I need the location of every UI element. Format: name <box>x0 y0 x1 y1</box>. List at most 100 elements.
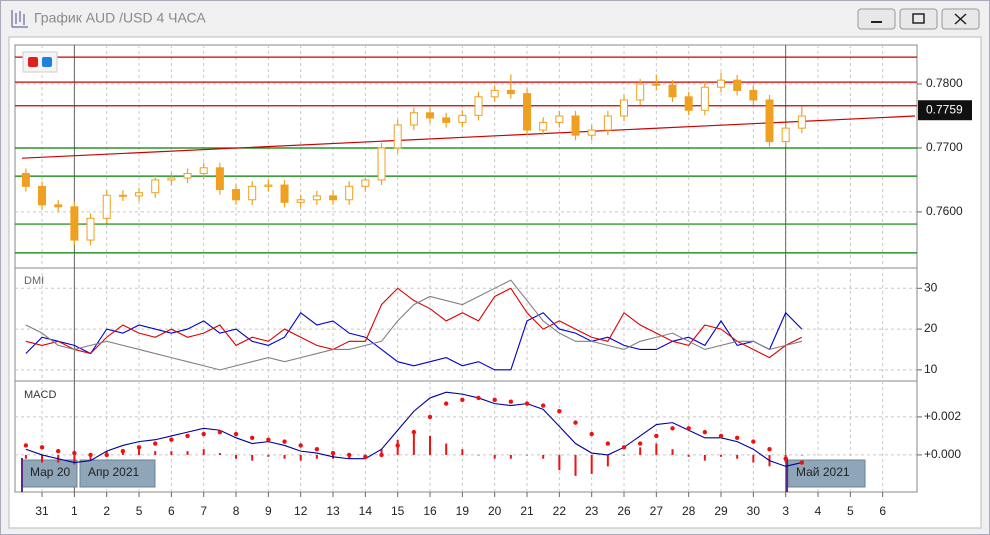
signal-dot <box>718 433 724 439</box>
signal-dot <box>702 429 708 435</box>
histogram-bar <box>655 443 658 455</box>
candle-body <box>571 115 580 136</box>
signal-dot <box>670 426 675 431</box>
histogram-bar <box>202 449 205 455</box>
candle-body <box>54 204 63 208</box>
signal-dot <box>508 399 514 404</box>
x-tick-label: 28 <box>682 504 696 518</box>
signal-dot <box>282 439 287 444</box>
signal-dot <box>411 429 417 435</box>
month-label: Мар 20 <box>30 465 70 479</box>
x-tick-label: 13 <box>326 504 340 518</box>
x-tick-label: 5 <box>847 504 854 518</box>
candle-body <box>70 206 79 241</box>
month-label-box <box>787 459 866 488</box>
signal-dot <box>476 395 481 401</box>
blue-swatch <box>42 57 52 67</box>
histogram-bar <box>687 454 690 457</box>
y-tick-label: +0.000 <box>924 447 961 461</box>
candle-body <box>603 115 612 131</box>
candle-body <box>151 179 160 194</box>
candle-body <box>345 185 354 201</box>
signal-dot <box>605 441 611 446</box>
panel-title: DMI <box>24 275 44 287</box>
candle-body <box>523 93 532 131</box>
y-tick-label: 0.7600 <box>926 204 963 218</box>
candle-body <box>700 86 709 111</box>
x-tick-label: 20 <box>488 504 502 518</box>
candle-body <box>199 167 208 175</box>
minimize-button[interactable] <box>857 8 896 30</box>
signal-dot <box>460 397 465 403</box>
signal-dot <box>136 445 142 450</box>
x-tick-label: 12 <box>294 504 308 518</box>
candle-body <box>361 179 370 187</box>
signal-dot <box>298 443 303 448</box>
histogram-bar <box>752 454 755 463</box>
candle-body <box>86 217 95 241</box>
signal-dot <box>637 441 643 446</box>
candle-body <box>215 167 224 191</box>
x-tick-label: 29 <box>714 504 728 518</box>
histogram-bar <box>73 454 76 465</box>
signal-dot <box>524 401 530 406</box>
close-icon <box>954 13 967 25</box>
signal-dot <box>621 445 627 450</box>
maximize-button[interactable] <box>899 8 938 30</box>
y-tick-label: 0.7800 <box>926 76 963 90</box>
x-tick-label: 31 <box>35 504 49 518</box>
month-label-box <box>79 459 156 488</box>
histogram-bar <box>267 454 270 457</box>
candle-body <box>717 79 726 88</box>
color-toggle[interactable] <box>22 51 58 73</box>
month-label: Май 2021 <box>796 465 850 479</box>
signal-dot <box>346 452 352 458</box>
histogram-bar <box>623 454 626 456</box>
signal-dot <box>654 433 659 439</box>
signal-dot <box>120 448 126 454</box>
histogram-bar <box>138 449 141 455</box>
signal-dot <box>23 443 29 448</box>
histogram-bar <box>461 449 464 455</box>
x-tick-label: 1 <box>71 504 78 518</box>
candle-body <box>102 194 111 219</box>
signal-dot <box>153 441 158 446</box>
candle-body <box>490 89 499 98</box>
x-tick-label: 7 <box>200 504 207 518</box>
candle-body <box>377 147 386 181</box>
signal-dot <box>540 403 546 408</box>
x-tick-label: 26 <box>617 504 631 518</box>
histogram-bar <box>526 454 529 456</box>
histogram-bar <box>558 454 561 471</box>
histogram-bar <box>445 443 448 455</box>
signal-dot <box>233 431 239 437</box>
histogram-bar <box>315 454 318 459</box>
histogram-bar <box>24 454 27 459</box>
candle-body <box>409 112 418 126</box>
plot-layer: 31 1 2 5 6 7 8 9 12 13 14 15 16 19 20 21 22 23 26 27 28 29 30 3… <box>15 45 972 518</box>
histogram-bar <box>235 454 238 459</box>
signal-dot <box>314 447 320 452</box>
red-swatch <box>28 57 38 67</box>
candle-body <box>458 114 467 123</box>
month-label: Апр 2021 <box>88 465 140 479</box>
signal-dot <box>799 460 805 465</box>
histogram-bar <box>542 454 545 459</box>
y-tick-label: +0.002 <box>924 409 961 423</box>
histogram-bar <box>283 454 286 459</box>
signal-dot <box>185 433 190 439</box>
candle-body <box>733 79 742 91</box>
x-tick-label: 27 <box>650 504 664 518</box>
histogram-bar <box>720 454 723 457</box>
histogram-bar <box>671 449 674 455</box>
signal-dot <box>557 409 562 414</box>
histogram-bar <box>89 454 92 461</box>
signal-dot <box>250 435 255 441</box>
price-tag <box>918 100 972 121</box>
x-tick-label: 3 <box>782 504 789 518</box>
candle-body <box>183 173 192 179</box>
candle-body <box>474 96 483 116</box>
histogram-bar <box>703 454 706 461</box>
signal-dot <box>427 414 433 420</box>
